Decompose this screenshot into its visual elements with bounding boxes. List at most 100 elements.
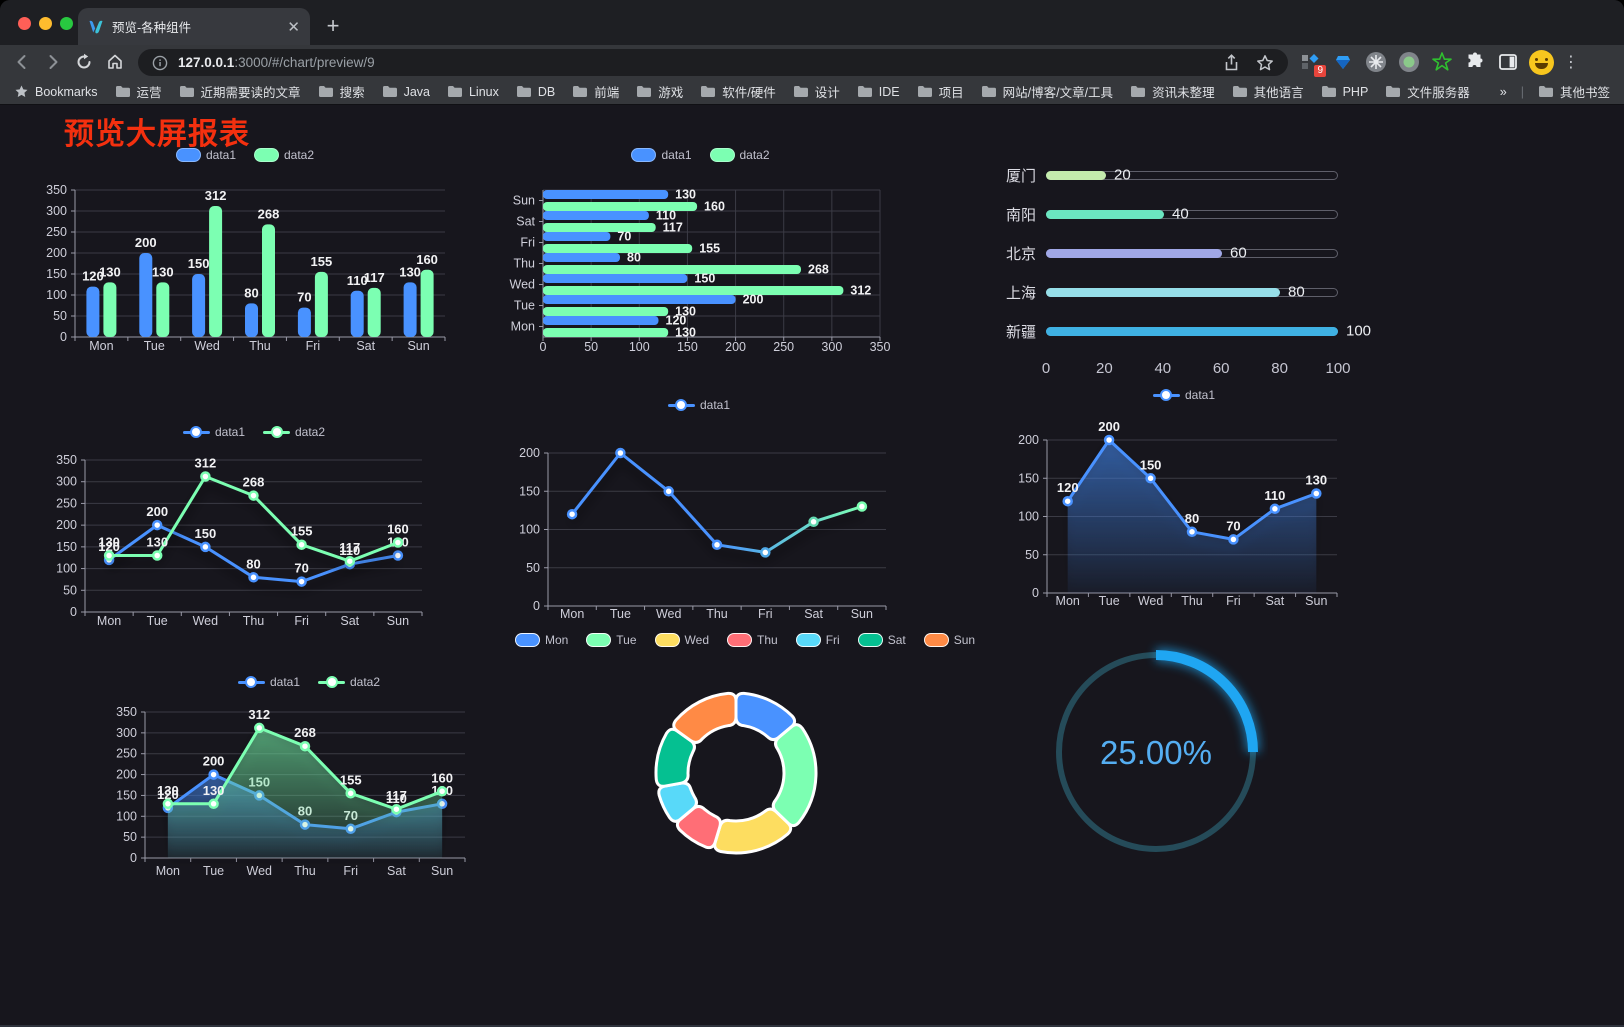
extension-diamond-icon[interactable] — [1331, 50, 1355, 74]
data-point[interactable] — [566, 508, 578, 520]
maximize-window-button[interactable] — [60, 17, 73, 30]
bookmark-item[interactable]: IDE — [857, 85, 900, 99]
bookmark-item[interactable]: PHP — [1321, 85, 1368, 99]
data-point[interactable] — [1311, 488, 1322, 499]
legend-item[interactable]: data1 — [631, 148, 692, 162]
chart-horizontal-bar[interactable]: data1 data2 0 50 100 150 200 250 300 350 Sun 130 160… — [508, 148, 893, 368]
progress-row[interactable]: 新疆 100 — [990, 322, 1382, 341]
puzzle-extensions-icon[interactable] — [1463, 50, 1487, 74]
omnibox[interactable]: 127.0.0.1:3000/#/chart/preview/9 — [138, 49, 1288, 76]
data-point[interactable] — [248, 572, 259, 583]
bar[interactable] — [543, 244, 693, 253]
bookmark-item[interactable]: 项目 — [917, 82, 964, 101]
data-point[interactable] — [208, 798, 219, 810]
profile-avatar[interactable] — [1529, 49, 1554, 75]
browser-tab[interactable]: 预览-各种组件 ✕ — [78, 8, 310, 45]
minimize-window-button[interactable] — [39, 17, 52, 30]
bar[interactable] — [156, 282, 170, 337]
tab-close-icon[interactable]: ✕ — [287, 18, 300, 36]
bar[interactable] — [262, 224, 275, 337]
extension-dot-icon[interactable] — [1397, 50, 1421, 74]
new-tab-button[interactable]: + — [326, 13, 340, 38]
bookmark-star-icon[interactable] — [1256, 54, 1274, 72]
bar[interactable] — [543, 211, 649, 220]
other-bookmarks-folder[interactable]: 其他书签 — [1538, 82, 1610, 101]
pie-slice-Wed[interactable] — [713, 807, 793, 855]
chart-donut[interactable]: Mon Tue Wed Thu Fri Sat Sun — [514, 633, 975, 885]
bookmark-item[interactable]: 资讯未整理 — [1130, 82, 1215, 101]
legend-item[interactable]: data2 — [318, 675, 380, 689]
bar[interactable] — [543, 328, 669, 337]
data-point[interactable] — [760, 547, 771, 558]
home-button[interactable] — [101, 48, 129, 76]
data-point[interactable] — [1062, 495, 1073, 507]
data-point[interactable] — [151, 550, 163, 561]
bar[interactable] — [543, 286, 844, 295]
bar[interactable] — [297, 307, 311, 337]
chart-line-two-areas[interactable]: data1 data2 0 50 100 150 200 250 300 350 Mon Tue Wed… — [100, 675, 518, 890]
pie-slice-Thu[interactable] — [675, 804, 722, 850]
chart-line-area[interactable]: data1 0 50 100 150 200 Mon Tue Wed Thu Fri Sat Sun 12… — [985, 388, 1383, 620]
bar[interactable] — [543, 190, 669, 199]
chart-line-two-series[interactable]: data1 data2 0 50 100 150 200 250 300 350 Mon Tue Wed… — [45, 425, 463, 640]
pie-slice-Sun[interactable] — [672, 691, 738, 744]
bar[interactable] — [543, 232, 611, 241]
legend-item[interactable]: Sat — [857, 633, 906, 647]
bookmark-item[interactable]: DB — [516, 85, 555, 99]
chart-grouped-bar[interactable]: data1 data2 0 50 100 150 200 250 300 350 Mon Tue Wed… — [35, 148, 455, 368]
data-point[interactable] — [1186, 526, 1198, 538]
extension-wheel-icon[interactable] — [1364, 50, 1388, 74]
bookmark-item[interactable]: 设计 — [793, 82, 840, 101]
legend-item[interactable]: Tue — [586, 633, 637, 647]
reload-button[interactable] — [70, 48, 98, 76]
chart-progress-bars[interactable]: 厦门 20 南阳 40 北京 60 上海 80 新疆 100 0 20 40 60 80 100 — [990, 150, 1382, 390]
legend-item[interactable]: data1 — [1152, 388, 1215, 402]
sidebar-icon[interactable] — [1496, 50, 1520, 74]
data-point[interactable] — [344, 555, 356, 567]
back-button[interactable] — [8, 48, 36, 76]
data-point[interactable] — [200, 471, 211, 482]
legend-item[interactable]: data2 — [254, 148, 314, 162]
close-window-button[interactable] — [18, 17, 31, 30]
bar[interactable] — [543, 307, 669, 316]
data-point[interactable] — [1103, 434, 1115, 446]
extension-grid-icon[interactable]: 9 — [1298, 50, 1326, 77]
legend-item[interactable]: data1 — [667, 398, 730, 412]
data-point[interactable] — [162, 798, 174, 810]
bookmark-item[interactable]: 其他语言 — [1232, 82, 1304, 101]
bar[interactable] — [245, 303, 258, 337]
data-point[interactable] — [1228, 534, 1239, 545]
forward-button[interactable] — [39, 48, 67, 76]
legend-item[interactable]: Sun — [923, 633, 975, 647]
bookmarks-overflow-button[interactable]: » — [1499, 84, 1507, 99]
extension-star-icon[interactable] — [1430, 50, 1454, 74]
bar[interactable] — [139, 253, 153, 337]
data-point[interactable] — [248, 490, 259, 501]
chart-gauge[interactable]: 25.00% — [1046, 640, 1268, 862]
share-icon[interactable] — [1223, 53, 1240, 72]
legend-item[interactable]: data2 — [709, 148, 770, 162]
pie-slice-Sat[interactable] — [654, 727, 696, 788]
bookmark-item[interactable]: 网站/博客/文章/工具 — [981, 82, 1113, 101]
site-info-icon[interactable] — [152, 55, 168, 71]
bar[interactable] — [209, 206, 223, 337]
progress-row[interactable]: 厦门 20 — [990, 166, 1382, 185]
legend-item[interactable]: Wed — [654, 633, 709, 647]
bar[interactable] — [367, 287, 381, 337]
bar[interactable] — [543, 265, 801, 274]
data-point[interactable] — [151, 519, 163, 531]
bar[interactable] — [103, 282, 117, 337]
bookmark-item[interactable]: Java — [382, 85, 430, 99]
legend-item[interactable]: Thu — [727, 633, 778, 647]
bar[interactable] — [543, 253, 620, 262]
legend-item[interactable]: data1 — [175, 148, 236, 162]
legend-item[interactable]: data1 — [237, 675, 300, 689]
bar[interactable] — [543, 202, 698, 211]
data-point[interactable] — [254, 722, 265, 734]
data-point[interactable] — [711, 539, 723, 551]
bookmark-item[interactable]: 搜索 — [318, 82, 365, 101]
bar[interactable] — [350, 290, 364, 337]
data-point[interactable] — [663, 486, 674, 497]
data-point[interactable] — [392, 550, 404, 561]
bookmark-item[interactable]: 文件服务器 — [1385, 82, 1470, 101]
